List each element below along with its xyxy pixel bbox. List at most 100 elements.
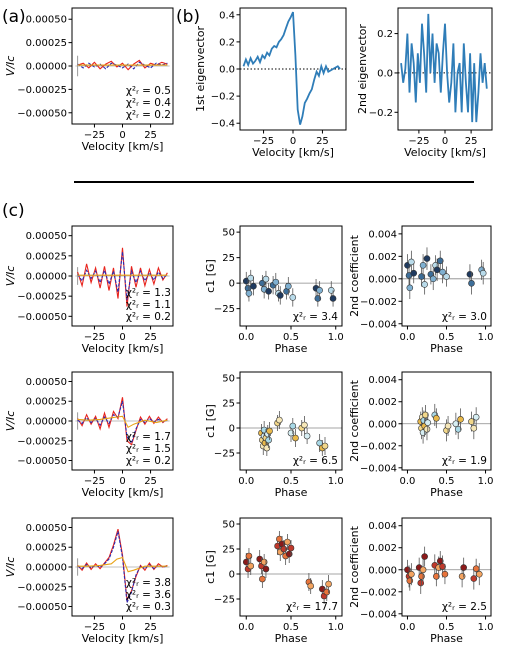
data-point [247,274,255,282]
data-point [276,416,283,424]
data-point [266,427,273,435]
data-point [422,411,429,419]
data-point [439,563,446,570]
y-tick-label: 0.002 [368,252,397,263]
chi-label: χ²ᵣ = 3.6 [126,589,171,601]
data-point [423,425,431,433]
x-tick-label: 1.0 [328,622,344,633]
x-tick-label: 0.0 [238,476,254,487]
chi-label: χ²ᵣ = 0.2 [126,455,171,467]
data-point [433,266,441,274]
subplot-a: −25 0 25 0.00050 0.00025 0.00000 −0.00025 −0.00… [4,7,174,153]
data-point [419,262,427,269]
series-line-red [77,247,168,307]
x-tick-label: 0.5 [283,476,299,487]
data-point [457,416,464,423]
x-tick-label: 0 [119,476,125,487]
x-tick-label: −25 [84,476,105,487]
y-tick-label: 0.4 [219,10,235,21]
chi-label: χ²ᵣ = 3.0 [442,311,487,323]
y-tick-label: 0 [229,570,235,581]
x-tick-label: 0 [119,622,125,633]
x-axis-label: Velocity [km/s] [82,486,164,499]
series-line-red [77,59,168,71]
data-point [284,538,291,546]
y-tick-label: 0.0 [219,65,235,76]
data-point [479,269,487,277]
y-tick-label: −0.00025 [17,85,67,96]
panel-label-a: (a) [2,7,26,27]
series-line-blue [77,251,168,301]
data-point [408,570,415,578]
chi-label: χ²ᵣ = 1.1 [126,299,171,311]
data-point [301,421,308,429]
chi-label: χ²ᵣ = 6.5 [293,455,338,467]
subplot-c1_c1: 0.0 0.5 1.0 50 25 0 −25 Phase c1 [G] χ²ᵣ = 3.4 [204,225,344,355]
data-point [262,565,270,573]
chi-label: χ²ᵣ = 3.8 [126,577,171,589]
data-point [245,290,253,297]
y-tick-label: 25 [222,253,235,264]
data-point [419,566,427,574]
y-tick-label: 0 [229,424,235,435]
y-tick-label: −25 [214,449,235,460]
x-tick-label: −25 [84,130,105,141]
x-tick-label: 0 [119,130,125,141]
y-tick-label: −0.4 [211,119,235,130]
x-tick-label: 0 [442,136,448,147]
y-tick-label: 0.2 [377,29,393,40]
chi-label: χ²ᵣ = 1.7 [126,431,171,443]
y-tick-label: −0.00025 [17,582,67,593]
data-point [276,292,284,299]
y-tick-label: 0.2 [219,37,235,48]
y-tick-label: −0.2 [369,108,393,119]
data-point [272,278,280,286]
chi-label: χ²ᵣ = 0.5 [126,85,171,97]
series-line-blue [77,401,168,445]
chi-label: χ²ᵣ = 2.5 [442,601,487,613]
subplot-c3_c1: 0.0 0.5 1.0 50 25 0 −25 Phase c1 [G] χ²ᵣ = 17.7 [204,517,344,645]
data-point [433,414,440,422]
x-tick-label: 0.5 [439,332,455,343]
data-point [468,418,475,425]
data-point [475,570,483,578]
x-tick-label: −25 [408,136,429,147]
series-line-red [77,397,168,446]
subplot-c3_c2: 0.0 0.5 1.0 0.004 0.002 0.000 −0.002 −0.004 Phas… [348,517,494,645]
data-point [265,288,272,295]
x-tick-label: 0.5 [439,476,455,487]
data-point [424,419,432,426]
x-tick-label: 25 [144,332,157,343]
x-tick-label: 1.0 [328,476,344,487]
y-axis-label: V/Ic [4,56,17,77]
y-tick-label: −0.00025 [17,436,67,447]
y-tick-label: 0.00000 [26,563,67,574]
series-line-gold [77,415,168,429]
data-point [429,275,437,283]
chi-label: χ²ᵣ = 1.5 [126,443,171,455]
y-tick-label: 0.0 [377,68,393,79]
data-point [444,422,452,430]
x-tick-label: 0.5 [439,622,455,633]
y-tick-label: −0.00025 [17,292,67,303]
data-point [433,573,440,580]
x-tick-label: 1.0 [478,622,494,633]
series-line-eigen [242,11,341,125]
subplot-c1_profile: −25 0 25 0.00050 0.00025 0.00000 −0.00025 −0.00… [4,225,174,355]
chi-label: χ²ᵣ = 0.3 [126,601,171,613]
x-axis-label: Velocity [km/s] [404,146,486,159]
data-point [292,434,299,442]
y-tick-label: 0.00000 [26,417,67,428]
y-tick-label: 0.002 [368,543,397,554]
x-tick-label: 0 [119,332,125,343]
y-axis-label: c1 [G] [204,404,217,438]
x-axis-label: Velocity [km/s] [82,632,164,645]
y-tick-label: 0.004 [368,375,397,386]
data-point [289,294,297,301]
x-tick-label: 0.0 [400,622,416,633]
y-tick-label: 50 [222,374,235,385]
chi-label: χ²ᵣ = 0.2 [126,311,171,323]
x-axis-label: Velocity [km/s] [82,342,164,355]
y-tick-label: −0.004 [360,463,397,474]
